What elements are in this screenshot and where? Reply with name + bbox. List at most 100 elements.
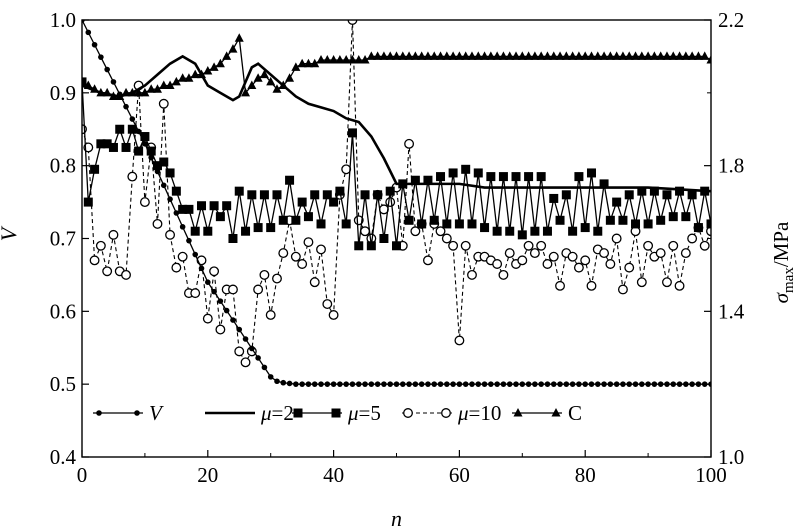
series-C-point — [159, 80, 169, 90]
series-mu5-point — [322, 190, 332, 200]
series-mu5-point — [303, 212, 313, 222]
legend-marker-mu5 — [293, 408, 303, 418]
series-V-point — [563, 381, 570, 387]
series-V-point — [123, 103, 129, 110]
series-mu10-point — [467, 269, 477, 280]
series-mu10-point — [108, 229, 119, 240]
series-mu10-point — [542, 259, 553, 269]
series-C-point — [140, 87, 150, 97]
series-V-point — [255, 355, 261, 361]
series-mu10-point — [699, 240, 710, 251]
series-mu10-point — [139, 197, 150, 208]
series-V-point — [242, 336, 249, 342]
series-V-point — [349, 381, 356, 387]
series-mu5-point — [134, 146, 144, 156]
y-left-tick-label: 1.0 — [50, 8, 76, 32]
series-mu5-point — [429, 215, 439, 225]
series-C-point — [586, 51, 596, 60]
series-mu5-point — [316, 219, 326, 229]
series-mu5-point — [681, 212, 691, 222]
series-V-point — [135, 128, 142, 135]
series-C-point — [82, 76, 87, 86]
series-V-point — [506, 381, 513, 387]
series-C-point — [662, 51, 672, 60]
series-mu10-point — [517, 255, 528, 266]
series-mu5-point — [436, 172, 446, 182]
series-mu5-point — [442, 219, 452, 229]
series-V-point — [261, 364, 268, 371]
y-left-tick-label: 0.7 — [50, 227, 76, 251]
series-V-point — [657, 381, 664, 387]
series-mu5-point — [178, 204, 188, 214]
series-V-point — [337, 381, 343, 387]
series-C-point — [310, 58, 320, 68]
series-mu5-point — [467, 219, 477, 229]
series-mu5-point — [492, 226, 502, 236]
series-mu5-point — [102, 139, 112, 149]
series-C-point — [461, 51, 471, 60]
series-V-point — [670, 381, 677, 387]
series-mu5-point — [146, 146, 156, 156]
series-V-point — [513, 381, 519, 387]
series-C — [82, 33, 711, 100]
series-mu2-line — [82, 54, 711, 193]
series-C-point — [329, 55, 339, 64]
series-C-point — [404, 51, 414, 60]
legend-label-C: C — [568, 401, 582, 425]
series-mu5-point — [643, 219, 653, 229]
series-V-point — [198, 265, 205, 272]
legend-marker-C — [513, 408, 523, 417]
legend-label-value: =5 — [359, 401, 381, 425]
series-C-point — [152, 84, 162, 93]
series-mu5-point — [385, 186, 395, 196]
series-C-point — [436, 51, 446, 60]
x-tick-label: 0 — [77, 463, 88, 487]
legend-marker-mu10 — [403, 408, 413, 418]
x-tick-label: 80 — [575, 463, 596, 487]
series-mu10-point — [127, 171, 138, 182]
series-V-point — [689, 381, 695, 387]
series-V-point — [444, 381, 450, 387]
series-C-point — [146, 84, 156, 93]
series-mu5-point — [555, 215, 565, 225]
series-mu10-point — [617, 284, 628, 295]
series-mu10-point — [687, 233, 698, 244]
series-mu5-point — [127, 124, 137, 134]
series-mu5-point — [228, 234, 238, 243]
series-V-point — [462, 381, 469, 387]
series-C-point — [498, 51, 508, 60]
series-mu5-point — [618, 215, 628, 225]
legend-marker-C — [551, 408, 561, 417]
series-mu5-point — [549, 193, 559, 203]
series-C-point — [549, 51, 559, 60]
series-C-point — [467, 51, 477, 60]
y-left-axis-title: V — [0, 225, 21, 241]
series-mu5-point — [561, 190, 571, 200]
series-mu5-point — [285, 175, 295, 185]
series-mu10-point — [643, 240, 654, 251]
series-V-point — [676, 381, 683, 387]
legend-label-symbol: μ — [457, 401, 469, 425]
series-mu5-point — [266, 223, 276, 233]
series-mu10-point — [121, 269, 131, 280]
series-V-point — [154, 168, 161, 175]
series-mu5-point — [96, 139, 106, 149]
series-mu5-point — [140, 132, 150, 142]
series-V-point — [236, 326, 243, 333]
series-mu10-point — [215, 324, 226, 335]
series-mu5-point — [329, 197, 339, 207]
series-mu5-point — [278, 215, 288, 225]
series-mu5-point — [612, 197, 622, 207]
series-V-point — [569, 381, 576, 387]
series-mu10-point — [234, 346, 245, 357]
series-mu5-point — [649, 186, 659, 196]
series-C-point — [373, 51, 383, 60]
y-right-tick-label: 2.2 — [718, 8, 744, 32]
series-C-point — [90, 84, 100, 93]
series-mu10-point — [95, 240, 106, 251]
series-mu10-point — [580, 255, 591, 266]
series-mu5-point — [524, 172, 534, 182]
series-mu10-point — [624, 262, 635, 273]
series-mu5-point — [675, 186, 685, 196]
series-mu10-point — [423, 255, 433, 266]
